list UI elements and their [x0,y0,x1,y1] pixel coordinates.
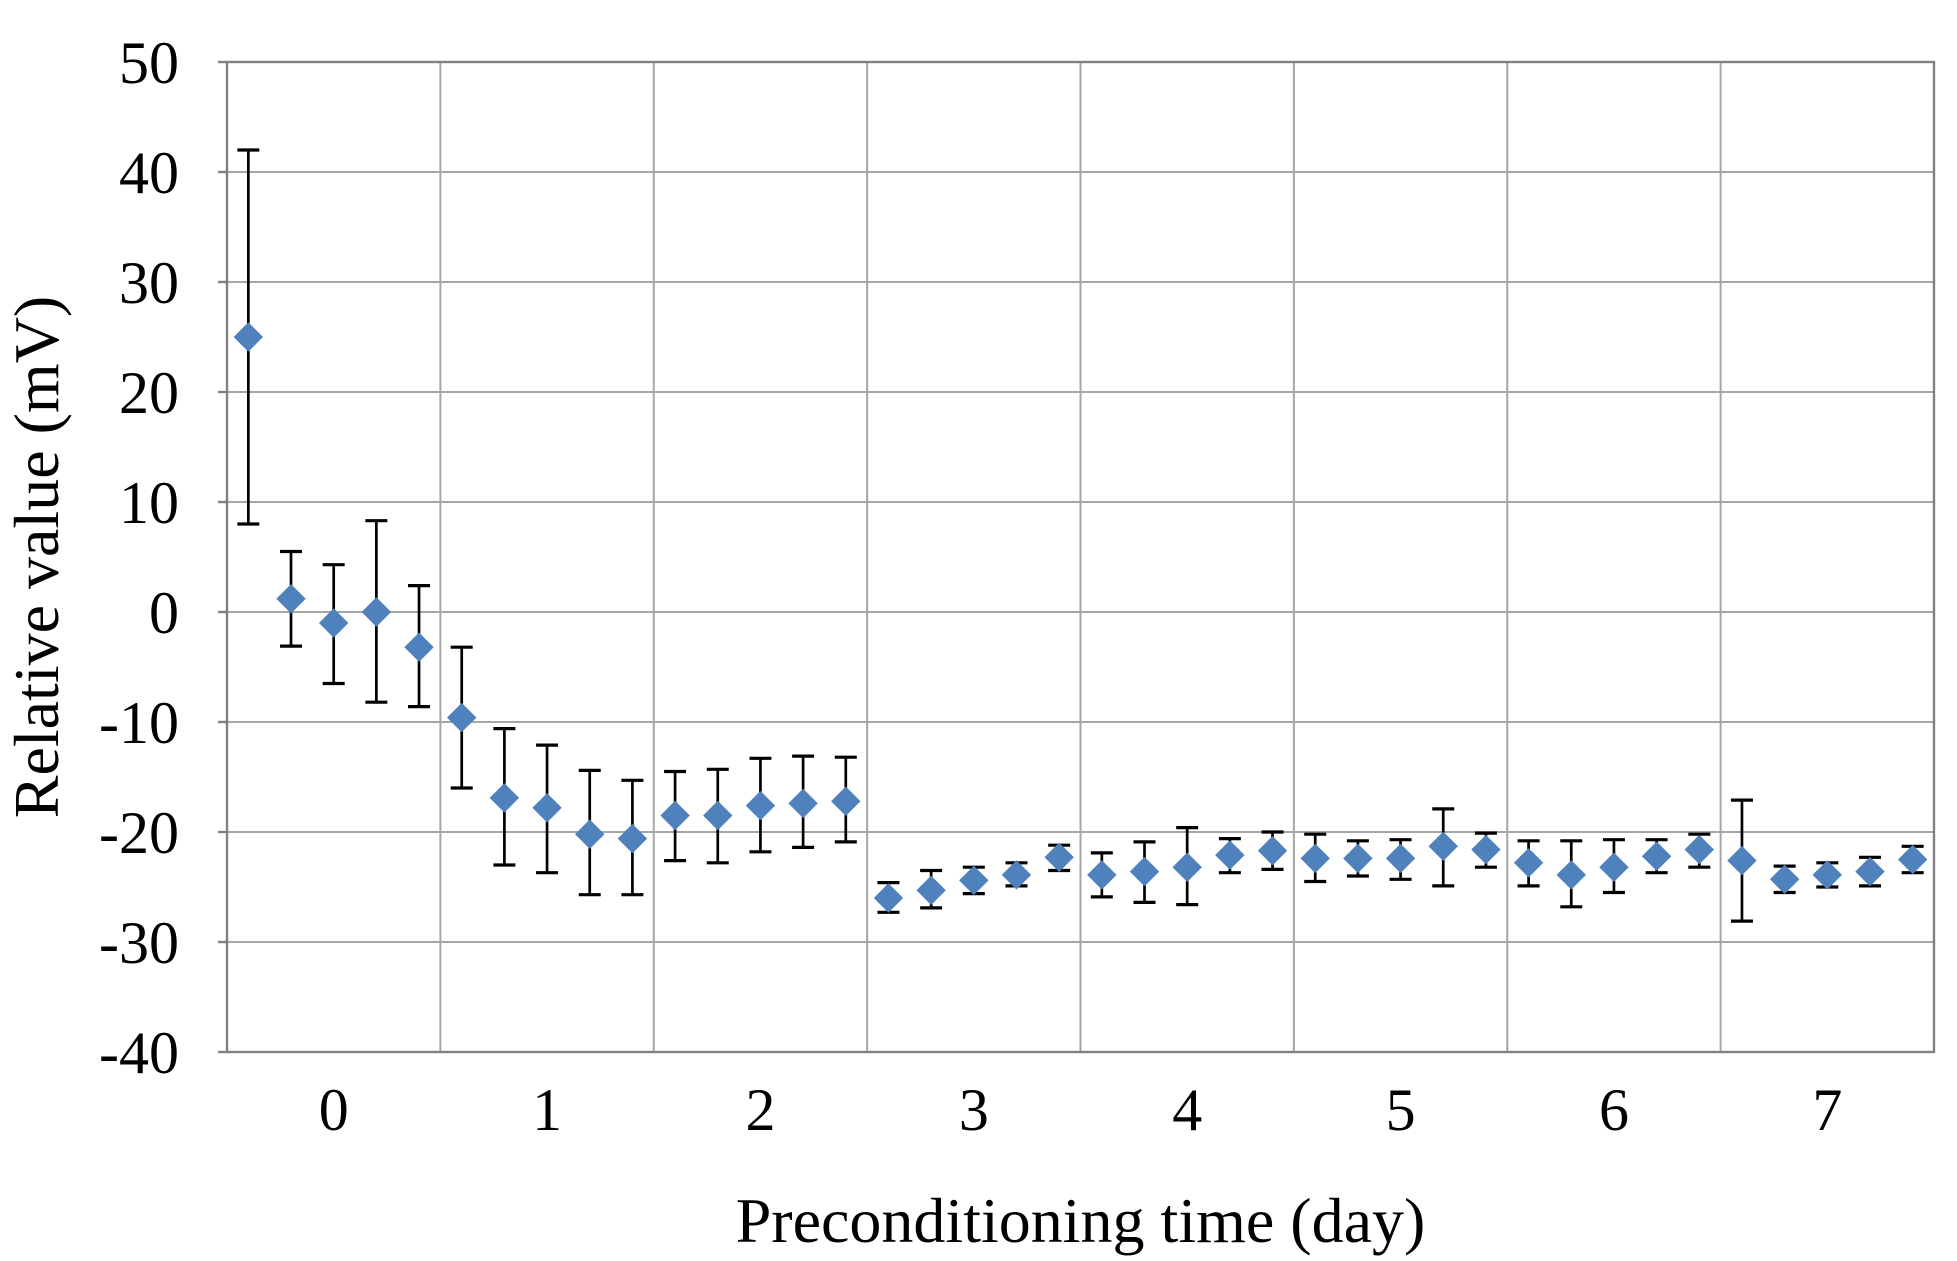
data-point-marker [703,800,733,831]
data-point-marker [1897,844,1928,875]
data-point-marker [660,800,690,831]
data-point-marker [873,883,904,913]
data-point-marker [318,608,349,638]
y-tick-label: 30 [119,250,179,316]
data-point-marker [745,790,776,821]
data-point-marker [916,875,946,906]
data-point-marker [1556,860,1586,890]
data-point-marker [1044,842,1074,873]
y-tick-label: 20 [119,360,179,426]
x-tick-label: 6 [1599,1077,1629,1143]
data-point-marker [1257,835,1288,866]
data-point-marker [361,597,392,627]
y-axis-title: Relative value (mV) [1,296,72,818]
data-point-marker [1343,843,1373,874]
data-point-marker [1641,841,1672,871]
y-tick-label: -40 [99,1020,179,1086]
data-point-marker [276,584,306,614]
data-point-marker [1727,845,1757,876]
data-point-marker [1769,864,1800,895]
x-tick-label: 3 [959,1077,989,1143]
y-tick-label: -10 [99,690,179,756]
y-tick-label: 10 [119,470,179,536]
x-axis-tick-labels: 0 1 2 3 4 5 6 7 [319,1077,1843,1143]
y-tick-label: -30 [99,910,179,976]
data-point-marker [233,322,264,352]
data-point-marker [1129,856,1160,887]
data-point-marker [1812,860,1843,890]
x-tick-label: 2 [745,1077,775,1143]
data-point-marker [489,783,520,813]
data-point-marker [617,823,648,854]
x-tick-label: 4 [1172,1077,1202,1143]
data-point-marker [831,786,861,816]
y-tick-label: 0 [149,580,179,646]
data-point-markers [233,322,1928,913]
y-tick-label: -20 [99,800,179,866]
data-point-marker [1215,840,1245,870]
data-point-marker [959,865,989,896]
data-point-marker [1001,860,1032,890]
y-tick-label: 40 [119,140,179,206]
data-point-marker [404,632,434,662]
data-point-marker [1513,848,1544,878]
data-point-marker [1599,852,1629,882]
y-axis-ticks [218,60,227,1054]
data-point-marker [1385,843,1416,874]
data-point-marker [1684,834,1714,865]
data-point-marker [575,819,605,849]
data-point-marker [1172,852,1202,882]
data-point-marker [532,793,562,823]
x-tick-label: 0 [319,1077,349,1143]
x-axis-title: Preconditioning time (day) [736,1185,1426,1256]
x-tick-label: 7 [1812,1077,1842,1143]
data-point-marker [1428,831,1458,862]
x-tick-label: 1 [532,1077,562,1143]
data-point-marker [1855,856,1885,887]
data-point-marker [447,702,477,733]
plot-border [225,60,1936,1054]
data-point-marker [1300,843,1330,874]
gridlines [227,62,1934,1052]
x-tick-label: 5 [1386,1077,1416,1143]
y-axis-tick-labels: 50 40 30 20 10 0 -10 -20 -30 -40 [99,30,179,1086]
y-tick-label: 50 [119,30,179,96]
data-point-marker [1471,834,1501,865]
data-point-marker [788,788,818,819]
data-point-marker [1087,860,1117,890]
